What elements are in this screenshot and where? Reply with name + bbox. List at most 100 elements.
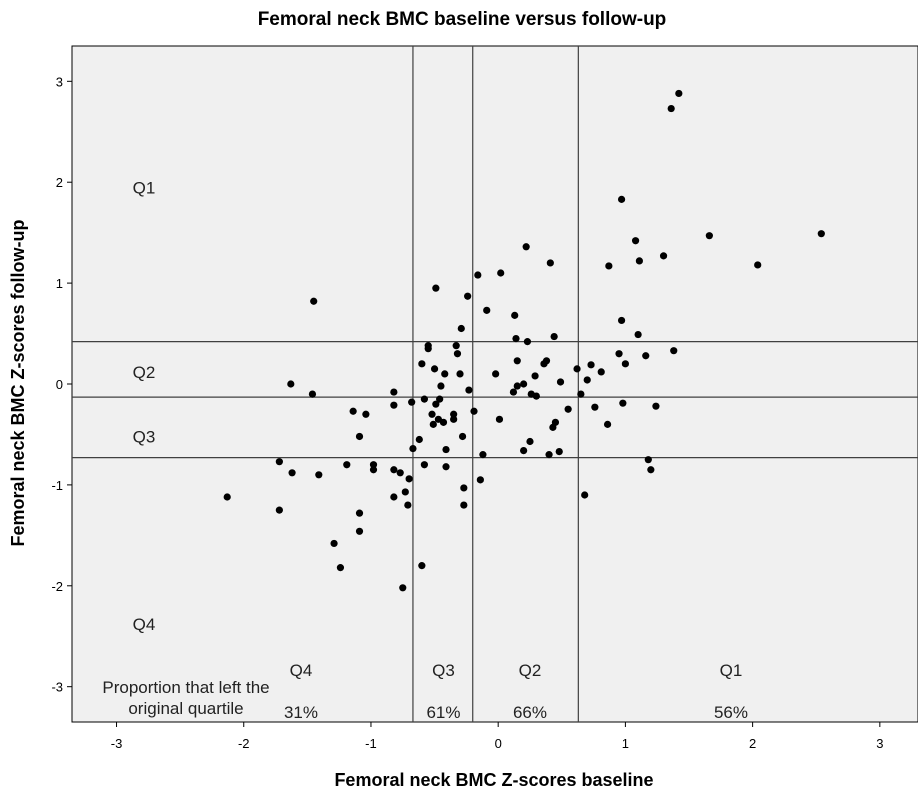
data-point (465, 386, 473, 394)
data-point (355, 432, 364, 441)
y-axis-label: Femoral neck BMC Z-scores follow-up (8, 219, 28, 546)
data-point (617, 195, 626, 203)
data-point (495, 415, 504, 423)
data-point (479, 451, 487, 459)
data-point (591, 403, 599, 411)
data-point (659, 252, 668, 260)
y-tick-label: -3 (51, 680, 63, 695)
y-quartile-label: Q1 (133, 178, 156, 197)
data-point (442, 445, 450, 454)
quartile-reference-lines (72, 46, 918, 722)
quartile-percent-label: 56% (714, 703, 748, 722)
data-point (531, 372, 539, 380)
data-point (667, 104, 675, 113)
proportion-label: original quartile (128, 699, 243, 718)
quartile-percent-label: 31% (284, 703, 318, 722)
data-point (512, 334, 520, 343)
data-point (424, 342, 432, 350)
x-quartile-label: Q1 (720, 661, 743, 680)
y-tick-label: -1 (51, 478, 63, 493)
data-point (343, 461, 351, 469)
data-point (460, 501, 468, 509)
data-point (581, 491, 589, 499)
data-point (634, 330, 642, 339)
data-point (409, 444, 417, 453)
data-point (556, 378, 565, 386)
data-point (390, 388, 398, 396)
data-point (545, 451, 553, 459)
data-point (310, 297, 318, 305)
data-point (336, 564, 345, 572)
data-point (405, 475, 413, 483)
data-point (603, 420, 612, 428)
data-point (288, 469, 296, 477)
data-point (453, 350, 462, 358)
data-point (551, 418, 560, 426)
y-tick-label: 2 (56, 175, 63, 190)
y-quartile-label: Q4 (133, 615, 156, 634)
data-point (396, 469, 404, 477)
data-point (492, 370, 500, 378)
data-point (605, 262, 613, 270)
x-tick-label: 0 (495, 736, 502, 751)
data-point (555, 448, 563, 456)
data-point (404, 501, 412, 509)
data-point (619, 399, 627, 407)
data-point (429, 420, 437, 428)
x-quartile-label: Q3 (432, 661, 455, 680)
data-point (362, 410, 370, 418)
data-point (631, 237, 640, 245)
data-point (564, 405, 572, 413)
data-point (430, 365, 439, 373)
data-point (275, 506, 283, 514)
data-point (573, 365, 581, 373)
data-point (817, 230, 825, 238)
data-point (330, 539, 338, 548)
data-point (460, 484, 468, 492)
data-point (577, 390, 585, 398)
data-point (369, 461, 378, 469)
data-point (474, 271, 482, 279)
data-point (349, 407, 357, 415)
y-tick-label: 0 (56, 377, 63, 392)
x-tick-label: -2 (238, 736, 250, 751)
x-axis-label: Femoral neck BMC Z-scores baseline (334, 770, 653, 790)
data-point (390, 493, 398, 501)
data-point (642, 352, 650, 360)
data-point (522, 243, 530, 251)
x-tick-label: 2 (749, 736, 756, 751)
data-point (420, 461, 428, 469)
data-point (275, 458, 283, 466)
quartile-annotations: Q1 Q2 Q3 Q4 Q4 31% Q3 61% Q2 66% Q1 56% Proportion t… (102, 178, 748, 722)
data-point (511, 311, 519, 319)
data-point (583, 376, 591, 384)
data-point (418, 360, 426, 368)
data-point (617, 316, 626, 325)
x-tick-label: 3 (876, 736, 883, 751)
y-quartile-label: Q3 (133, 427, 156, 446)
data-point (401, 488, 409, 496)
data-point (635, 257, 643, 265)
data-point (355, 509, 364, 517)
data-point (437, 382, 445, 390)
data-point (287, 380, 295, 388)
quartile-percent-label: 66% (513, 703, 547, 722)
data-point (520, 446, 528, 455)
chart-title: Femoral neck BMC baseline versus follow-… (258, 9, 667, 30)
data-point (532, 392, 540, 400)
data-point (439, 418, 448, 426)
data-point (315, 471, 323, 479)
data-point (675, 89, 683, 98)
x-quartile-label: Q4 (290, 661, 313, 680)
data-point (441, 370, 449, 378)
data-point (520, 380, 528, 388)
data-point (587, 361, 595, 369)
y-tick-label: 3 (56, 74, 63, 89)
data-point (458, 432, 467, 441)
data-point (390, 466, 398, 474)
proportion-label: Proportion that left the (102, 678, 269, 697)
data-point (526, 437, 534, 446)
data-point (436, 395, 444, 403)
data-point (476, 476, 484, 484)
